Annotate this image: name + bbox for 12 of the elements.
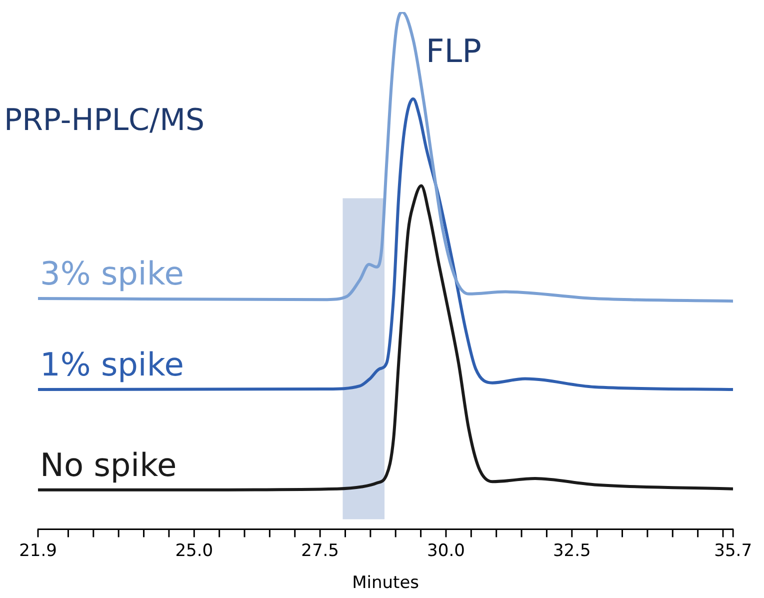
x-tick-label: 25.0 xyxy=(175,540,214,561)
series-label: No spike xyxy=(40,446,177,484)
text: PRP-HPLC/MS xyxy=(4,103,205,138)
x-tick-label: 35.7 xyxy=(714,540,752,561)
annotation: FLP xyxy=(426,32,482,70)
x-tick-label: 30.0 xyxy=(427,540,465,561)
x-tick-label: 32.5 xyxy=(552,540,591,561)
x-tick-label: 21.9 xyxy=(19,540,57,561)
series-label: 1% spike xyxy=(40,346,184,384)
series-label: 3% spike xyxy=(40,254,184,293)
x-tick-label: 27.5 xyxy=(301,540,339,561)
x-axis-title: Minutes xyxy=(352,573,420,594)
